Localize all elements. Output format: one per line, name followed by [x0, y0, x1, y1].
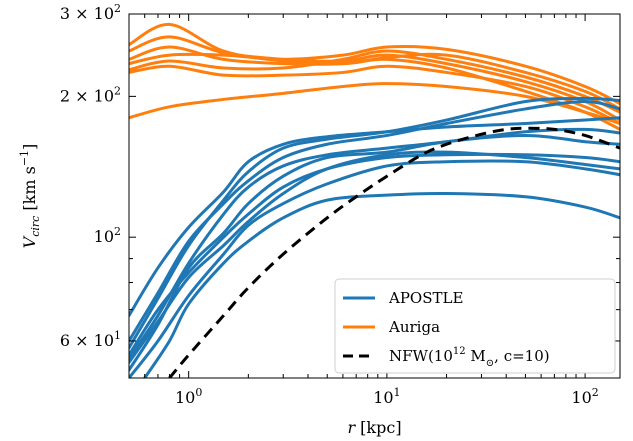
- x-tick-label-2: 101: [373, 386, 400, 407]
- y-tick-label-1: 6 × 101: [60, 329, 121, 350]
- legend-label-3: NFW(1012 M⊙, c=10): [389, 346, 550, 369]
- x-tick-label-1: 100: [175, 386, 202, 407]
- apostle-curve-10: [129, 100, 620, 343]
- apostle-curve-8: [129, 116, 620, 318]
- y-axis-label: Vcirc [km s−1]: [18, 144, 42, 249]
- legend-label-2: Auriga: [388, 318, 440, 336]
- legend-box: [334, 278, 616, 374]
- apostle-curve-11: [129, 127, 620, 361]
- apostle-curve-15: [129, 159, 620, 378]
- auriga-curve-4: [129, 45, 620, 106]
- plot-frame: [128, 13, 621, 379]
- y-tick-label-3: 2 × 102: [60, 84, 121, 105]
- nfw-curve: [168, 126, 620, 378]
- apostle-curve-14: [129, 150, 620, 364]
- auriga-curve-5: [129, 49, 620, 114]
- auriga-curve-2: [129, 35, 620, 122]
- y-tick-label-4: 3 × 102: [60, 2, 121, 23]
- apostle-curve-12: [129, 133, 620, 372]
- apostle-curve-13: [129, 152, 620, 357]
- tick-layer: 100 101 102 6 × 101 102 2 × 102 3 × 102: [60, 2, 620, 407]
- legend: APOSTLE Auriga NFW(1012 M⊙, c=10): [334, 278, 616, 374]
- apostle-curve-9: [129, 96, 620, 350]
- x-axis-label: r [kpc]: [347, 418, 401, 437]
- apostle-curve-16: [143, 191, 620, 378]
- x-tick-label-3: 102: [571, 386, 598, 407]
- series-layer: [129, 22, 620, 378]
- auriga-curve-3: [129, 45, 620, 111]
- legend-label-1: APOSTLE: [388, 289, 463, 307]
- auriga-curve-6: [129, 64, 620, 125]
- y-tick-label-2: 102: [94, 225, 121, 246]
